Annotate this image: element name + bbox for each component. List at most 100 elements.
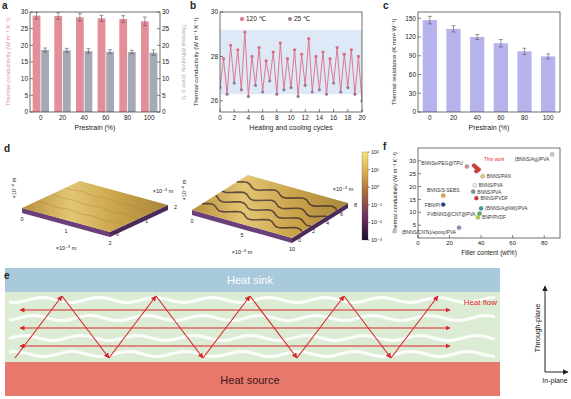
y-tick-label: 25 [162, 25, 170, 32]
point-label: BNP/PVDF [482, 215, 506, 220]
error-bar-line [452, 26, 456, 32]
point [550, 152, 554, 156]
composite-layer [5, 292, 500, 362]
point-label: BNNS/PVA [479, 183, 504, 188]
bar [33, 16, 41, 112]
y-tick [418, 225, 421, 226]
y-tick-label: 0 [24, 108, 28, 115]
panel-label: f [383, 141, 387, 152]
error-bar-line [86, 49, 90, 54]
point [441, 202, 445, 206]
error-bar-line [78, 14, 82, 21]
y-tick-label: 30 [409, 158, 416, 164]
axis-tick-label: 5 [240, 232, 243, 238]
x-tick-label: 60 [102, 114, 110, 121]
error-bar-line [56, 13, 60, 20]
colorbar-tick [368, 240, 370, 241]
x-tick-label: 20 [358, 114, 366, 121]
error-bar-line [143, 17, 147, 26]
point [293, 48, 296, 51]
colorbar-tick [368, 222, 370, 223]
cycle-line [241, 32, 245, 90]
y-tick [157, 95, 160, 96]
x-tick-label: 20 [446, 240, 453, 246]
x-tick-label: 4 [247, 114, 251, 121]
plot-frame [220, 12, 362, 112]
error-bar-line [100, 15, 104, 21]
cycle-line [309, 39, 313, 92]
error-bar-line [428, 16, 432, 24]
axis-tick-label: 2 [312, 228, 315, 234]
axis-arrow [545, 286, 546, 372]
cycle-line [355, 56, 359, 94]
heat-flow-arrow [20, 328, 450, 329]
x-tick [449, 235, 450, 238]
y-tick [30, 95, 33, 96]
legend-marker [240, 17, 244, 21]
axis-unit: ×10⁻⁶ m [11, 177, 17, 198]
x-tick-label: 40 [474, 114, 482, 121]
cycle-line [259, 48, 263, 92]
y-tick-label: 5 [24, 92, 28, 99]
error-bar-line [35, 12, 39, 19]
y-tick [30, 78, 33, 79]
y-tick [30, 112, 33, 113]
axis-unit: ×10⁻⁶ m [181, 179, 187, 200]
error-bar [428, 16, 432, 24]
axis-tick-label: 10 [289, 246, 295, 252]
y-tick [418, 173, 421, 174]
direction-label: In-plane [542, 377, 567, 385]
y-tick-label: 30 [21, 8, 29, 15]
cycle-line [316, 56, 320, 89]
heat-flow-path [62, 296, 109, 358]
y-tick [220, 12, 223, 13]
point [441, 193, 445, 197]
colorbar-label: 10⁻³ [371, 237, 382, 243]
cycle-line [248, 56, 252, 96]
surface-top [22, 181, 168, 232]
point [343, 53, 346, 56]
axis-tick-label: 0 [298, 237, 301, 243]
plot-area [220, 30, 362, 103]
legend-label: 120 ℃ [246, 15, 266, 22]
filler-network [9, 336, 495, 341]
heat-flow-path [344, 296, 391, 358]
y-tick [418, 186, 421, 187]
error-bar-line [523, 48, 527, 54]
plot-frame [418, 12, 560, 112]
point [457, 226, 461, 230]
x-tick-label: 60 [509, 240, 516, 246]
panel-label: d [4, 143, 10, 154]
colorbar-label: 10⁻² [371, 219, 382, 225]
surface-texture [222, 191, 327, 216]
figure: 020406080100051015202530051015202530Pres… [0, 0, 571, 399]
y-tick [418, 55, 421, 56]
x-tick-label: 2 [232, 114, 236, 121]
heat-flow-path [109, 296, 156, 358]
filler-network [9, 352, 495, 357]
point [286, 57, 289, 60]
x-tick-label: 16 [330, 114, 338, 121]
point [479, 206, 483, 210]
point [297, 95, 300, 98]
error-bar-line [43, 48, 47, 52]
cycle-line [263, 61, 267, 92]
colorbar [362, 152, 368, 240]
cycle-line [298, 54, 302, 96]
cycle-line [291, 50, 295, 88]
error-bar [86, 49, 90, 54]
cycle-line [266, 61, 270, 81]
y-tick-label: 0 [162, 108, 166, 115]
x-tick-label: 18 [344, 114, 352, 121]
cycle-line [284, 59, 288, 90]
x-tick [220, 109, 221, 112]
x-tick-label: 80 [124, 114, 132, 121]
bar [63, 50, 71, 112]
axis-tick-label: 4 [326, 220, 329, 226]
x-tick [248, 109, 249, 112]
layer-label: Heat sink [227, 274, 273, 286]
legend-label: 25 ℃ [294, 15, 310, 22]
point [261, 90, 264, 93]
y-tick-label: 20 [409, 184, 416, 190]
x-tick-label: 0 [416, 240, 420, 246]
